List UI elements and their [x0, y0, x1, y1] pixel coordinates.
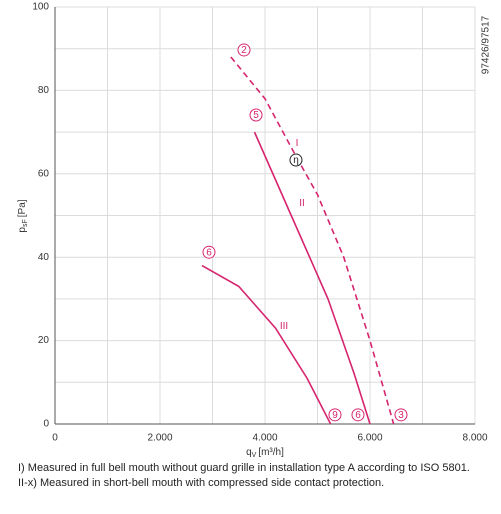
annotation: II — [299, 198, 305, 209]
annotation: η — [293, 155, 299, 166]
x-tick-label: 6.000 — [357, 433, 382, 444]
curve — [253, 131, 371, 425]
annotation: 6 — [355, 410, 361, 421]
annotation: I — [296, 138, 299, 149]
footnote: II-x) Measured in short-bell mouth with … — [18, 477, 384, 489]
footnote: I) Measured in full bell mouth without g… — [18, 462, 470, 474]
annotation-circle — [249, 108, 263, 122]
annotation: III — [280, 321, 288, 332]
x-label-unit: [m³/h] — [258, 447, 284, 458]
y-axis-label: psF [Pa] — [17, 199, 29, 232]
x-label-sub: V — [252, 452, 257, 459]
annotation-circle — [237, 43, 251, 57]
x-tick-label: 8.000 — [462, 433, 487, 444]
annotation: 2 — [241, 45, 247, 56]
curve — [201, 264, 332, 425]
x-tick-label: 0 — [52, 433, 58, 444]
annotation-circle — [394, 408, 408, 422]
drawing-code: 97426/97517 — [481, 15, 492, 74]
x-tick-label: 4.000 — [252, 433, 277, 444]
curve — [230, 56, 395, 425]
y-tick-label: 40 — [38, 252, 50, 263]
y-tick-label: 60 — [38, 168, 50, 179]
y-label-main: p — [17, 227, 28, 233]
y-label-sub: sF — [22, 219, 29, 227]
x-label-main: q — [246, 447, 252, 458]
annotation: 3 — [398, 410, 404, 421]
y-tick-label: 80 — [38, 85, 50, 96]
x-axis-label: qV [m³/h] — [246, 447, 284, 459]
x-tick-label: 2.000 — [147, 433, 172, 444]
annotation: 5 — [253, 110, 259, 121]
y-tick-label: 100 — [32, 2, 49, 13]
y-tick-label: 20 — [38, 335, 50, 346]
y-label-unit: [Pa] — [17, 199, 28, 217]
annotation-circle — [328, 408, 342, 422]
annotation: 6 — [206, 247, 212, 258]
annotation-circle — [351, 408, 365, 422]
y-tick-label: 0 — [43, 419, 49, 430]
annotation: 9 — [332, 410, 338, 421]
annotation-circle — [289, 153, 303, 167]
annotation-circle — [202, 245, 216, 259]
